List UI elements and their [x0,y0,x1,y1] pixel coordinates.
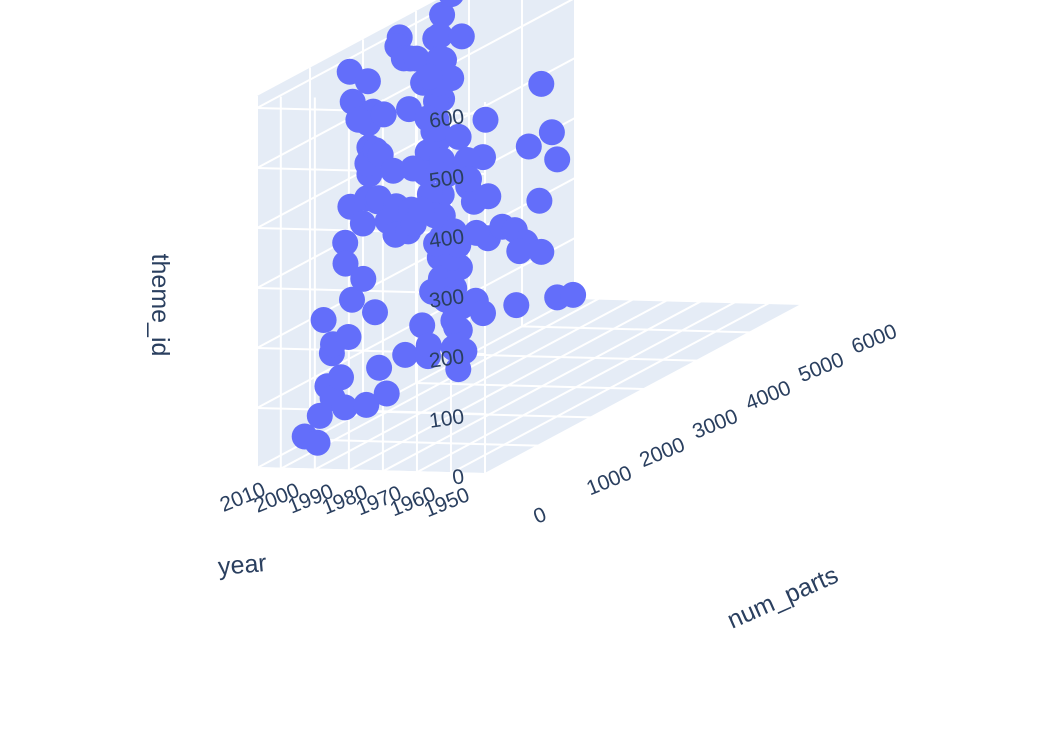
data-point [506,238,533,265]
data-point [526,187,553,214]
data-point [538,119,565,146]
data-point [475,183,502,210]
z-tick-label: 600 [428,105,466,133]
y-tick-label: 5000 [795,348,847,387]
grid-line [521,325,751,334]
y-tick-label: 2000 [636,433,688,472]
z-tick-label: 400 [428,225,466,253]
data-point [439,0,463,8]
data-point [366,354,393,381]
data-point [451,338,478,365]
data-point [433,161,460,188]
data-point [392,341,419,368]
data-point [408,196,435,223]
y-tick-label: 6000 [848,320,900,359]
y-tick-label: 3000 [689,405,741,444]
data-point [503,292,530,319]
data-point [429,1,456,28]
data-point [414,105,441,132]
grid-line [468,353,698,362]
y-tick-label: 4000 [742,376,794,415]
data-point [470,300,496,327]
grid-line [309,438,539,447]
z-tick-label: 300 [428,285,466,313]
data-point [331,394,358,421]
data-point [472,106,499,133]
data-point [528,238,555,265]
data-point [349,210,376,237]
data-point [445,123,472,150]
z-axis-title: theme_id [146,254,174,357]
data-point [403,45,430,72]
data-point [310,307,337,333]
data-point [350,265,377,292]
data-point [419,278,446,305]
data-point [426,22,453,49]
data-point [463,219,490,246]
z-tick-label: 500 [428,165,466,193]
data-point [560,281,587,308]
z-tick-label: 100 [428,405,466,433]
grid-line [256,0,462,109]
data-point [332,250,359,277]
z-tick-label: 200 [428,345,466,373]
grid-line [574,297,804,305]
data-point [380,157,407,184]
data-point [400,155,427,182]
data-point [370,101,397,128]
z-tick-label: 0 [451,465,466,489]
data-point [515,133,542,160]
grid-line [415,382,645,390]
data-point [328,364,354,391]
data-point [528,70,555,97]
data-point [416,63,443,90]
data-point [544,146,571,173]
grid-line [256,57,576,229]
y-axis-title: num_parts [723,561,842,635]
data-point [373,380,400,407]
data-point [362,299,388,326]
data-points [291,0,587,456]
y-tick-label: 1000 [583,461,635,500]
data-point [345,106,372,133]
data-point [454,147,481,173]
data-point [415,332,442,359]
data-point [304,429,331,456]
data-point [448,23,475,50]
grid-line [256,177,576,349]
data-point [339,286,365,313]
data-point [332,229,359,256]
data-point [440,307,467,334]
data-point [456,166,482,192]
data-point [354,68,381,95]
x-axis-title: year [217,549,268,581]
grid-line [256,467,486,475]
y-tick-label: 0 [530,503,549,529]
data-point [409,312,436,339]
data-point [335,324,362,350]
data-point [353,391,380,418]
